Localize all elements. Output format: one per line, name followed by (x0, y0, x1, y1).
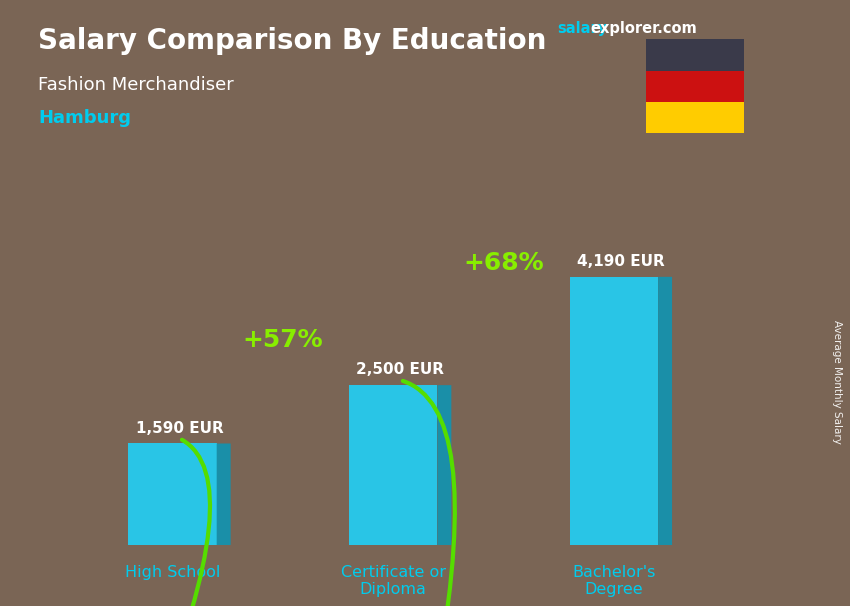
Polygon shape (438, 385, 451, 545)
Text: 4,190 EUR: 4,190 EUR (577, 253, 665, 268)
Polygon shape (217, 444, 230, 545)
FancyBboxPatch shape (349, 385, 438, 545)
Text: +57%: +57% (242, 328, 323, 352)
Bar (646, 39, 744, 71)
Text: 2,500 EUR: 2,500 EUR (356, 362, 445, 377)
Text: Average Monthly Salary: Average Monthly Salary (832, 320, 842, 444)
Bar (646, 102, 744, 133)
Text: salary: salary (557, 21, 607, 36)
Polygon shape (658, 277, 672, 545)
Bar (646, 71, 744, 102)
Text: explorer.com: explorer.com (591, 21, 698, 36)
Text: Fashion Merchandiser: Fashion Merchandiser (38, 76, 234, 94)
Text: +68%: +68% (463, 251, 544, 275)
Text: Salary Comparison By Education: Salary Comparison By Education (38, 27, 547, 55)
FancyBboxPatch shape (128, 444, 217, 545)
Text: 1,590 EUR: 1,590 EUR (136, 421, 224, 436)
FancyBboxPatch shape (570, 277, 658, 545)
Text: Hamburg: Hamburg (38, 109, 131, 127)
